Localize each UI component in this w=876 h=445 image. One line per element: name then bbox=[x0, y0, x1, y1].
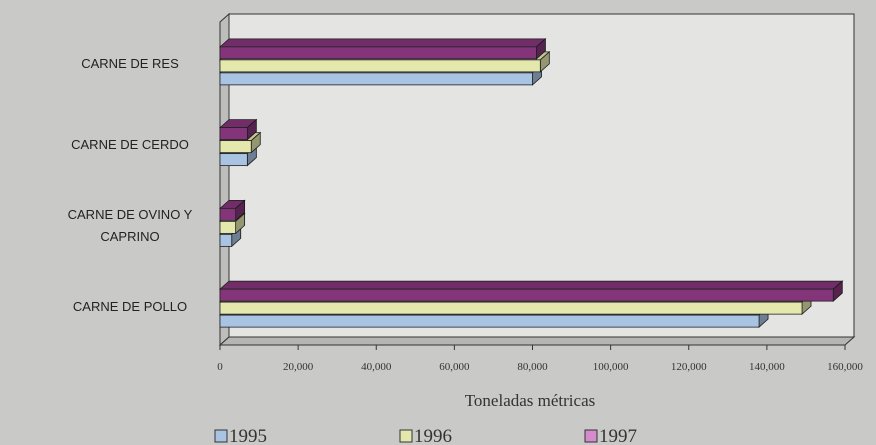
legend-swatch bbox=[584, 429, 598, 443]
x-tick-label: 140,000 bbox=[749, 361, 785, 373]
bar bbox=[219, 288, 834, 302]
category-label: CARNE DE CERDO bbox=[71, 137, 189, 153]
legend-swatch bbox=[214, 429, 228, 443]
bar bbox=[219, 127, 248, 141]
category-label: CARNE DE POLLO bbox=[72, 298, 188, 314]
category-label: CARNE DE OVINO Y CAPRINO bbox=[67, 206, 193, 244]
bar-top bbox=[218, 38, 547, 48]
x-axis-label: Toneladas métricas bbox=[465, 391, 596, 410]
bar-top bbox=[218, 280, 844, 290]
bar bbox=[219, 59, 541, 73]
bar bbox=[219, 207, 237, 221]
x-tick-label: 80,000 bbox=[517, 361, 548, 373]
x-tick-label: 160,000 bbox=[827, 361, 863, 373]
x-tick-label: 40,000 bbox=[361, 361, 392, 373]
bar bbox=[219, 301, 803, 315]
legend-label: 1996 bbox=[414, 426, 452, 445]
legend-label: 1997 bbox=[599, 426, 637, 445]
legend-swatch bbox=[399, 429, 413, 443]
bar bbox=[219, 233, 233, 247]
bar bbox=[219, 220, 237, 234]
bar bbox=[219, 314, 760, 328]
legend-label: 1995 bbox=[229, 426, 267, 445]
x-tick-label: 100,000 bbox=[593, 361, 629, 373]
bar bbox=[219, 140, 252, 154]
x-tick-label: 0 bbox=[217, 361, 223, 373]
x-tick-label: 20,000 bbox=[283, 361, 314, 373]
bar bbox=[219, 46, 537, 60]
x-tick-label: 60,000 bbox=[439, 361, 470, 373]
bar bbox=[219, 72, 533, 86]
category-label: CARNE DE RES bbox=[81, 56, 179, 72]
floor bbox=[218, 336, 856, 346]
bar bbox=[219, 153, 248, 167]
x-tick-label: 120,000 bbox=[671, 361, 707, 373]
